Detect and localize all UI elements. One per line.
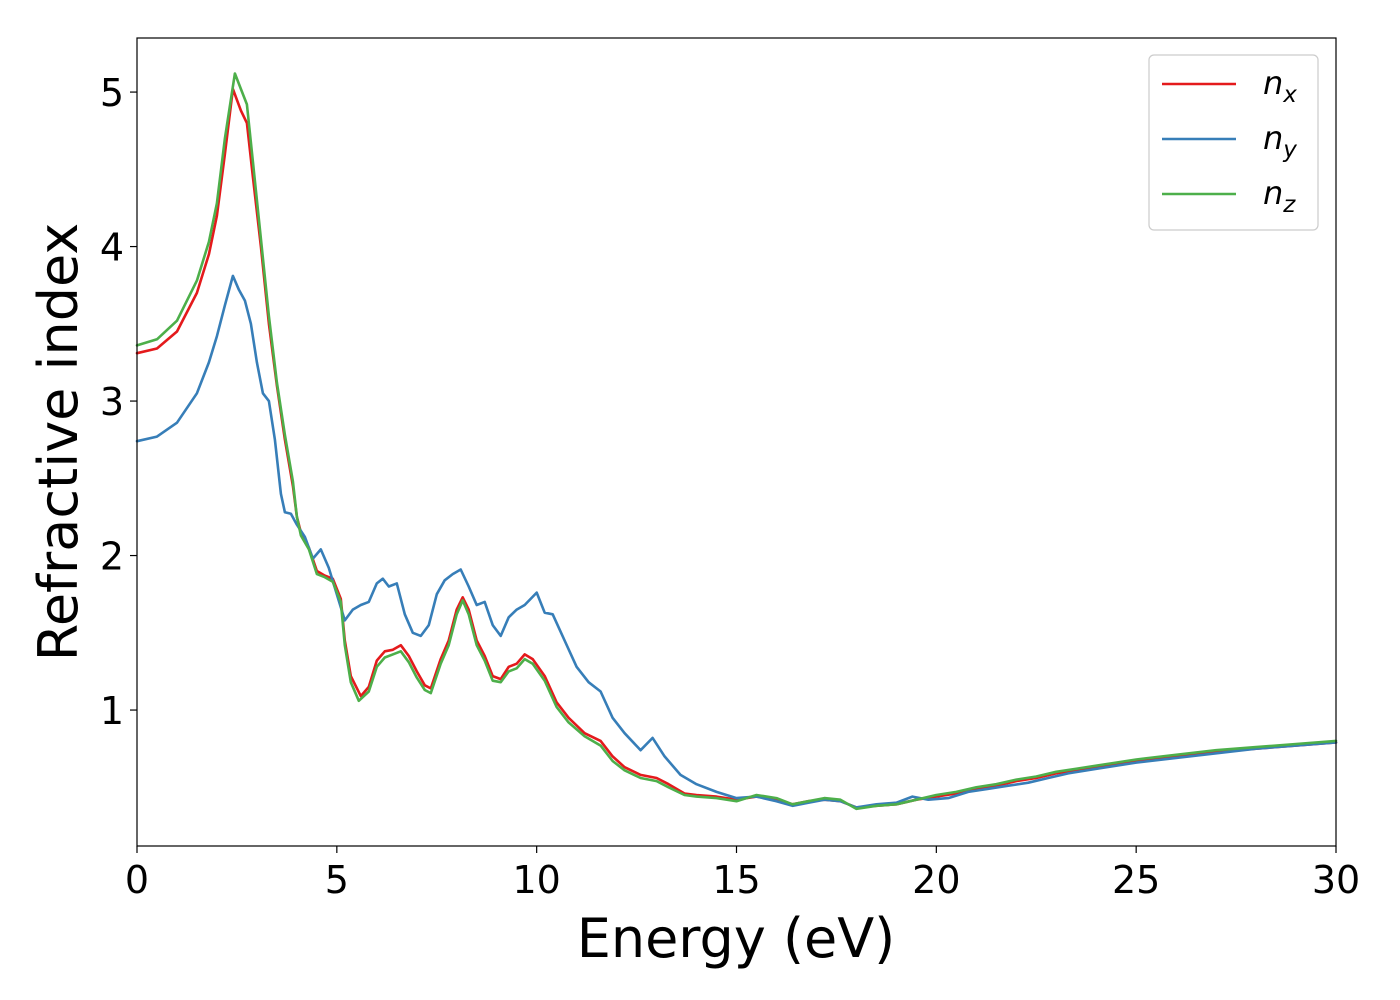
y-tick-label: 5 — [100, 71, 124, 115]
legend-label-nx: nx — [1263, 64, 1297, 108]
legend-label-subscript: y — [1282, 137, 1297, 163]
series-line-nz — [135, 72, 1338, 811]
legend-label-subscript: x — [1282, 82, 1297, 108]
series-layer — [135, 72, 1338, 811]
y-tick-label: 1 — [100, 689, 124, 733]
x-tick-label: 0 — [125, 858, 149, 902]
x-tick-label: 20 — [912, 858, 960, 902]
x-axis-title: Energy (eV) — [577, 907, 896, 970]
legend-label-nz: nz — [1263, 174, 1296, 218]
y-axis-title: Refractive index — [27, 223, 90, 662]
legend-box — [1148, 54, 1319, 231]
y-tick-label: 3 — [100, 380, 124, 424]
x-tick-label: 5 — [325, 858, 349, 902]
y-axis-ticks: 1 2 3 4 5 — [100, 71, 137, 733]
legend-label-base: n — [1263, 119, 1283, 157]
legend-label-subscript: z — [1282, 192, 1296, 218]
series-line-ny — [135, 274, 1338, 809]
y-tick-label: 4 — [100, 226, 124, 270]
legend-label-base: n — [1263, 64, 1283, 102]
x-tick-label: 25 — [1112, 858, 1160, 902]
x-tick-label: 15 — [712, 858, 760, 902]
x-tick-label: 30 — [1312, 858, 1360, 902]
y-tick-label: 2 — [100, 535, 124, 579]
x-axis-ticks: 0 5 10 15 20 25 30 — [125, 846, 1360, 902]
legend-label-base: n — [1263, 174, 1283, 212]
x-tick-label: 10 — [512, 858, 560, 902]
legend-label-ny: ny — [1263, 119, 1297, 163]
